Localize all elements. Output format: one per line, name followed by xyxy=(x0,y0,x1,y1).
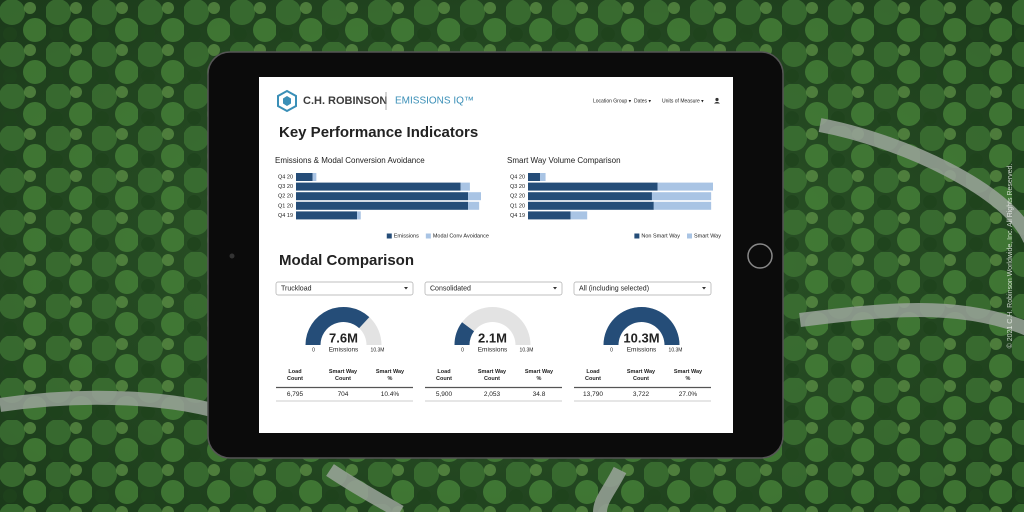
bar xyxy=(651,192,712,201)
bar xyxy=(296,182,461,191)
gauge-max: 10.3M xyxy=(669,347,683,353)
gauge-min: 0 xyxy=(461,347,464,353)
table-header: Smart Way% xyxy=(376,369,405,382)
category-label: Q1 20 xyxy=(278,203,293,209)
category-label: Q4 19 xyxy=(278,213,293,219)
section-title: Modal Comparison xyxy=(279,252,414,269)
logo-icon xyxy=(277,89,297,113)
gauge-caption: Emissions xyxy=(478,347,508,354)
dropdown-arrow[interactable] xyxy=(404,287,408,290)
bar xyxy=(296,211,358,220)
gauge-max: 10.3M xyxy=(371,347,385,353)
nav-item[interactable]: Location Group ▾ xyxy=(593,98,632,104)
dropdown-value[interactable]: Truckload xyxy=(281,285,312,292)
bar xyxy=(528,182,658,191)
road xyxy=(0,118,1024,512)
gauge-value xyxy=(454,322,475,345)
legend-label: Modal Conv Avoidance xyxy=(433,233,489,239)
bar xyxy=(468,192,481,201)
gauge-min: 0 xyxy=(312,347,315,353)
gauge-value xyxy=(603,307,680,345)
bar xyxy=(296,173,313,181)
gauge-max: 10.3M xyxy=(520,347,534,353)
legend-swatch xyxy=(687,233,692,239)
table-cell: 34.8 xyxy=(533,391,546,398)
bar xyxy=(357,211,361,220)
gauge-value xyxy=(305,307,370,345)
table-header: Load Count xyxy=(585,369,601,382)
table-header: Smart Way% xyxy=(674,369,703,382)
nav-item[interactable]: Units of Measure ▾ xyxy=(662,98,704,104)
legend-swatch xyxy=(386,233,392,239)
nav-item[interactable]: Dates ▾ xyxy=(634,98,651,104)
dropdown[interactable] xyxy=(424,281,563,296)
table-cell: 704 xyxy=(338,391,349,398)
gauge-min: 0 xyxy=(610,347,613,353)
dropdown-arrow[interactable] xyxy=(702,287,706,290)
bar xyxy=(296,201,469,210)
chart-title: Emissions & Modal Conversion Avoidance xyxy=(275,156,425,165)
user-icon[interactable] xyxy=(714,97,720,104)
table-cell: 27.0% xyxy=(679,391,698,398)
legend-label: Smart Way xyxy=(694,233,721,239)
copyright: © 2021 C.H. Robinson Worldwide, Inc. All… xyxy=(1006,164,1014,349)
category-label: Q2 20 xyxy=(510,194,525,200)
legend-swatch xyxy=(634,233,640,239)
table-header: Smart Way Count xyxy=(478,369,507,382)
category-label: Q1 20 xyxy=(510,203,525,209)
table-header: Load Count xyxy=(287,369,303,382)
gauge-value-label: 7.6M xyxy=(329,330,358,345)
table-cell: 13,790 xyxy=(583,391,603,398)
bar xyxy=(540,173,546,181)
bar xyxy=(528,192,652,201)
chart-title: Smart Way Volume Comparison xyxy=(507,156,621,165)
section-title: Key Performance Indicators xyxy=(279,124,478,141)
table-header: Load Count xyxy=(436,369,452,382)
gauge-caption: Emissions xyxy=(329,347,359,354)
bar xyxy=(460,182,470,191)
table-cell: 3,722 xyxy=(633,391,650,398)
category-label: Q2 20 xyxy=(278,194,293,200)
legend-swatch xyxy=(425,233,431,239)
table-cell: 5,900 xyxy=(436,391,453,398)
bar xyxy=(657,182,713,191)
bar xyxy=(468,201,480,210)
category-label: Q4 20 xyxy=(510,174,525,180)
gauge-track xyxy=(454,307,531,345)
table-cell: 6,795 xyxy=(287,391,304,398)
legend-label: Non Smart Way xyxy=(641,233,680,239)
gauge-caption: Emissions xyxy=(627,347,657,354)
bar xyxy=(528,211,571,220)
category-label: Q4 19 xyxy=(510,213,525,219)
camera xyxy=(229,253,235,259)
bar xyxy=(570,211,588,220)
dropdown[interactable] xyxy=(275,281,414,296)
table-cell: 2,053 xyxy=(484,391,501,398)
gauge-value-label: 2.1M xyxy=(478,330,507,345)
dropdown[interactable] xyxy=(573,281,712,296)
brand: C.H. ROBINSON xyxy=(303,95,387,107)
dropdown-arrow[interactable] xyxy=(553,287,557,290)
category-label: Q3 20 xyxy=(278,184,293,190)
bar xyxy=(653,201,712,210)
legend-label: Emissions xyxy=(394,233,419,239)
bar xyxy=(296,192,469,201)
bar xyxy=(528,173,541,181)
bar xyxy=(312,173,317,181)
screen xyxy=(259,77,733,433)
table-header: Smart Way% xyxy=(525,369,554,382)
product-name: EMISSIONS IQ™ xyxy=(395,96,474,107)
table-cell: 10.4% xyxy=(381,391,400,398)
dropdown-value[interactable]: Consolidated xyxy=(430,285,471,292)
category-label: Q4 20 xyxy=(278,174,293,180)
category-label: Q3 20 xyxy=(510,184,525,190)
table-header: Smart Way Count xyxy=(627,369,656,382)
bar xyxy=(528,201,654,210)
dropdown-value[interactable]: All (including selected) xyxy=(579,285,649,292)
gauge-value-label: 10.3M xyxy=(623,330,659,345)
table-header: Smart Way Count xyxy=(329,369,358,382)
home-button[interactable] xyxy=(747,243,773,269)
